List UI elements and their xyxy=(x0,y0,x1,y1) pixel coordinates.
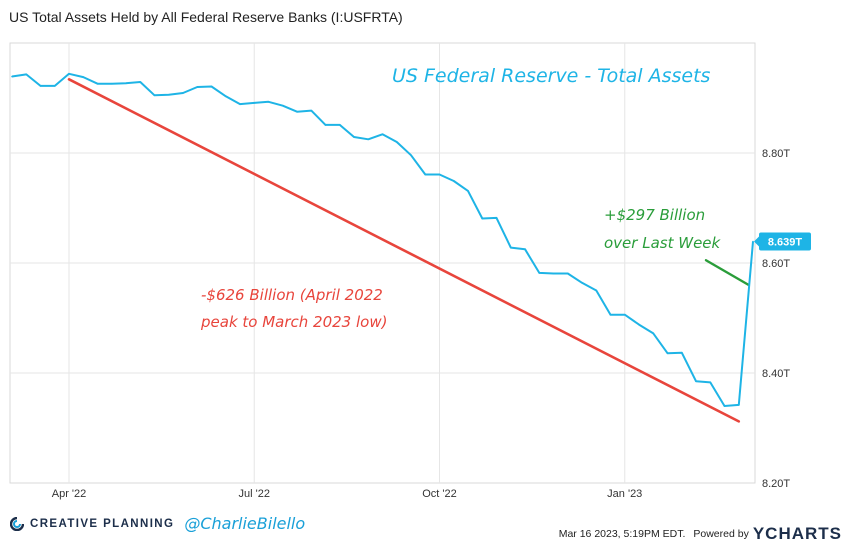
data-point xyxy=(196,86,199,88)
annotation-decline-line-1: -$626 Billion (April 2022 xyxy=(201,286,383,304)
data-point xyxy=(324,124,327,126)
data-point xyxy=(338,124,341,126)
annotation-increase-line-1: +$297 Billion xyxy=(604,206,705,224)
badge-layer: 8.639T xyxy=(754,232,811,251)
x-axis-ticks: Apr '22 Jul '22 Oct '22 Jan '23 xyxy=(52,488,643,500)
data-point xyxy=(481,217,484,220)
data-point xyxy=(25,73,28,76)
x-tick-label: Jan '23 xyxy=(607,488,642,500)
brand-name: CREATIVE PLANNING xyxy=(30,517,175,530)
data-point xyxy=(239,103,241,105)
twitter-handle[interactable]: @CharlieBilello xyxy=(184,514,306,533)
data-point xyxy=(737,404,740,406)
last-value-pointer xyxy=(754,236,759,247)
data-point xyxy=(167,93,170,96)
last-value-badge xyxy=(759,232,811,251)
data-point xyxy=(709,381,712,384)
data-point xyxy=(452,180,455,182)
data-point xyxy=(723,405,726,407)
data-point xyxy=(68,73,70,75)
data-point xyxy=(695,380,697,383)
data-point xyxy=(296,110,298,113)
y-tick-label: 8.60T xyxy=(762,258,790,270)
data-point xyxy=(139,81,142,83)
data-point xyxy=(153,94,156,97)
data-point xyxy=(566,272,569,275)
data-point xyxy=(96,82,99,85)
decline-trend-line xyxy=(67,78,741,423)
data-point xyxy=(367,138,370,141)
data-point xyxy=(424,173,427,176)
data-point xyxy=(638,323,640,326)
data-point xyxy=(125,82,127,84)
data-point xyxy=(253,102,256,104)
data-point xyxy=(552,272,555,275)
ycharts-logo[interactable]: YCHARTS xyxy=(752,524,842,543)
increase-marker-line xyxy=(704,259,750,287)
y-tick-label: 8.40T xyxy=(762,368,790,380)
data-point xyxy=(182,92,184,94)
creative-planning-logo-icon xyxy=(10,516,24,531)
data-point xyxy=(53,85,56,87)
y-tick-label: 8.80T xyxy=(762,148,790,160)
data-point xyxy=(110,82,113,85)
data-point xyxy=(609,313,612,316)
data-point xyxy=(524,248,526,251)
data-point xyxy=(310,109,313,112)
footer-brand: CREATIVE PLANNING @CharlieBilello xyxy=(10,514,305,533)
data-point xyxy=(381,133,384,136)
series-layer xyxy=(11,72,754,407)
data-point xyxy=(267,101,270,103)
y-axis-ticks: 8.80T 8.60T 8.40T 8.20T xyxy=(762,148,790,490)
data-point xyxy=(666,352,669,355)
data-point xyxy=(438,173,441,176)
trend-layer xyxy=(67,78,750,423)
data-point xyxy=(210,85,213,88)
chart-title: US Total Assets Held by All Federal Rese… xyxy=(9,9,403,25)
data-point xyxy=(495,217,498,219)
data-point xyxy=(467,190,469,192)
x-tick-label: Oct '22 xyxy=(422,488,457,500)
data-point xyxy=(410,154,412,156)
x-tick-label: Jul '22 xyxy=(239,488,270,500)
annotations: US Federal Reserve - Total Assets +$297 … xyxy=(200,65,722,331)
data-point xyxy=(623,313,626,316)
grid-layer xyxy=(10,43,755,483)
last-value-label: 8.639T xyxy=(768,237,803,249)
data-point xyxy=(538,272,541,274)
footer-source: Mar 16 2023, 5:19PM EDT. Powered by YCHA… xyxy=(559,524,842,544)
data-point xyxy=(82,76,85,78)
data-point xyxy=(281,104,284,107)
powered-by-label: Powered by xyxy=(693,528,749,540)
data-point xyxy=(224,95,227,98)
x-tick-label: Apr '22 xyxy=(52,488,87,500)
y-tick-label: 8.20T xyxy=(762,478,790,490)
data-point xyxy=(509,246,512,249)
data-point xyxy=(680,351,683,354)
annotation-increase-line-2: over Last Week xyxy=(604,234,722,252)
data-point xyxy=(395,141,398,143)
data-point xyxy=(581,282,583,284)
data-point xyxy=(595,289,598,292)
data-point xyxy=(39,85,42,87)
data-point xyxy=(11,75,13,78)
annotation-decline-line-2: peak to March 2023 low) xyxy=(200,313,387,331)
annotation-title-note: US Federal Reserve - Total Assets xyxy=(392,65,711,87)
data-point xyxy=(353,136,355,138)
data-point xyxy=(752,240,754,243)
data-point xyxy=(652,332,655,335)
timestamp: Mar 16 2023, 5:19PM EDT. xyxy=(558,528,686,540)
